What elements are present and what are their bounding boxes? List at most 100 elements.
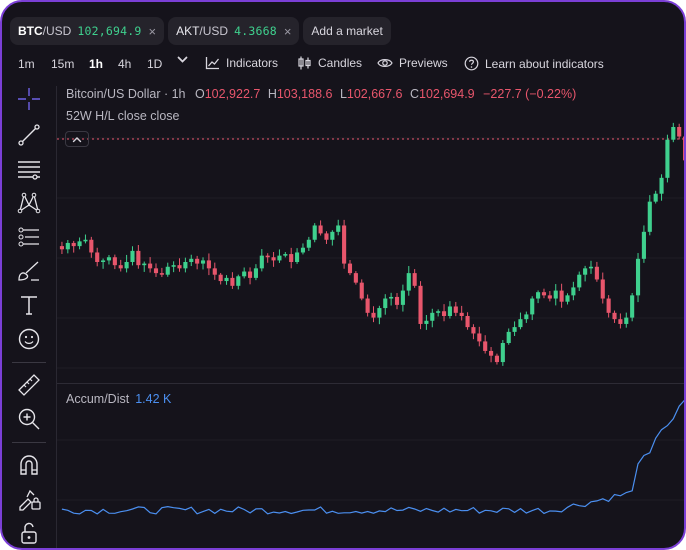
lock-drawings-icon xyxy=(19,489,41,511)
overlay-indicator-label[interactable]: 52W H/L close close xyxy=(66,109,180,123)
candle-body xyxy=(289,254,294,262)
candle-body xyxy=(418,285,423,324)
emoji-tool[interactable] xyxy=(16,326,42,352)
candle-body xyxy=(412,273,417,286)
candle-body xyxy=(130,250,135,262)
timeframe-1d[interactable]: 1D xyxy=(147,57,163,71)
candle-body xyxy=(624,317,629,324)
candle-body xyxy=(189,258,194,262)
previews-button[interactable]: Previews xyxy=(377,56,448,70)
candle-body xyxy=(171,265,176,267)
candle-body xyxy=(253,268,258,278)
price-chart[interactable]: Bitcoin/US Dollar · 1h O102,922.7 H103,1… xyxy=(57,80,686,550)
tab-quote: /USD xyxy=(42,24,72,38)
candle-body xyxy=(271,257,276,261)
ruler-tool[interactable] xyxy=(16,372,42,398)
candle-body xyxy=(559,290,564,302)
candle-body xyxy=(359,282,364,299)
high-value: 103,188.6 xyxy=(276,87,333,101)
chart-canvas[interactable] xyxy=(57,80,686,550)
candle-body xyxy=(424,320,429,324)
indicator-name: Accum/Dist xyxy=(66,392,130,406)
trend-line-icon xyxy=(18,124,40,146)
add-market-button[interactable]: Add a market xyxy=(303,17,391,45)
candle-body xyxy=(218,274,223,282)
candle-body xyxy=(389,296,394,299)
candle-body xyxy=(536,292,541,299)
accum-dist-line xyxy=(61,399,684,515)
candle-body xyxy=(183,262,188,269)
collapse-legend-button[interactable] xyxy=(65,131,89,147)
candle-body xyxy=(89,239,94,253)
open-value: 102,922.7 xyxy=(204,87,261,101)
instrument-name: Bitcoin/US Dollar · 1h xyxy=(66,87,186,101)
zoom-in-tool[interactable] xyxy=(16,406,42,432)
candle-body xyxy=(371,312,376,318)
horizontal-lines-tool[interactable] xyxy=(16,156,42,182)
candle-body xyxy=(136,250,141,266)
candle-body xyxy=(306,239,311,248)
pane-divider[interactable] xyxy=(57,383,684,384)
candles-icon xyxy=(298,56,311,70)
help-icon xyxy=(464,56,479,71)
candle-body xyxy=(612,312,617,320)
candle-body xyxy=(465,316,470,328)
learn-indicators-link[interactable]: Learn about indicators xyxy=(464,56,604,71)
candle-body xyxy=(506,331,511,343)
candle-body xyxy=(177,265,182,269)
candle-body xyxy=(112,257,117,266)
candle-body xyxy=(236,276,241,286)
market-tab-btc[interactable]: BTC/USD 102,694.9 × xyxy=(10,17,165,45)
timeframe-dropdown[interactable] xyxy=(177,56,188,64)
candle-body xyxy=(606,298,611,313)
timeframe-15m[interactable]: 15m xyxy=(51,57,75,71)
candle-body xyxy=(600,279,605,299)
candle-body xyxy=(106,257,112,261)
candle-body xyxy=(101,260,106,262)
open-label: O xyxy=(194,87,205,101)
indicators-icon xyxy=(205,57,220,70)
indicators-label: Indicators xyxy=(226,56,279,70)
unlock-tool[interactable] xyxy=(16,520,42,546)
indicators-button[interactable]: Indicators xyxy=(205,56,278,70)
chevron-up-icon xyxy=(72,136,82,142)
candle-body xyxy=(242,271,247,277)
candles-label: Candles xyxy=(318,56,363,70)
toolbar-divider xyxy=(12,362,46,363)
timeframe-4h[interactable]: 4h xyxy=(118,57,132,71)
crosshair-tool[interactable] xyxy=(16,86,42,112)
close-label: C xyxy=(409,87,420,101)
market-tab-akt[interactable]: AKT/USD 4.3668 × xyxy=(168,17,300,45)
candle-body xyxy=(124,262,129,269)
indicator-legend[interactable]: Accum/Dist 1.42 K xyxy=(66,392,171,406)
close-tab-icon[interactable]: × xyxy=(148,23,157,39)
trend-line-tool[interactable] xyxy=(16,122,42,148)
candle-body xyxy=(665,139,670,178)
candle-body xyxy=(671,127,676,140)
timeframe-1m[interactable]: 1m xyxy=(18,57,35,71)
candle-body xyxy=(436,311,441,313)
lock-drawings-tool[interactable] xyxy=(16,486,42,512)
close-tab-icon[interactable]: × xyxy=(283,23,292,39)
brush-tool[interactable] xyxy=(16,258,42,284)
candle-body xyxy=(300,247,306,253)
candle-body xyxy=(518,319,523,328)
candle-body xyxy=(500,343,505,363)
pattern-tool[interactable] xyxy=(16,190,42,216)
candle-body xyxy=(483,341,488,351)
horizontal-lines-icon xyxy=(18,161,40,180)
fib-icon xyxy=(18,227,39,247)
magnet-tool[interactable] xyxy=(16,452,42,478)
timeframe-1h[interactable]: 1h xyxy=(89,57,104,71)
chart-grid xyxy=(57,137,684,501)
candle-body xyxy=(641,231,646,259)
fib-tool[interactable] xyxy=(16,224,42,250)
text-tool[interactable] xyxy=(16,292,42,318)
candle-body xyxy=(206,260,211,269)
magnet-icon xyxy=(20,455,38,475)
candle-body xyxy=(471,327,476,334)
chevron-down-icon xyxy=(177,56,188,63)
candles-button[interactable]: Candles xyxy=(297,56,362,70)
emoji-icon xyxy=(18,328,40,350)
candle-body xyxy=(318,225,323,234)
